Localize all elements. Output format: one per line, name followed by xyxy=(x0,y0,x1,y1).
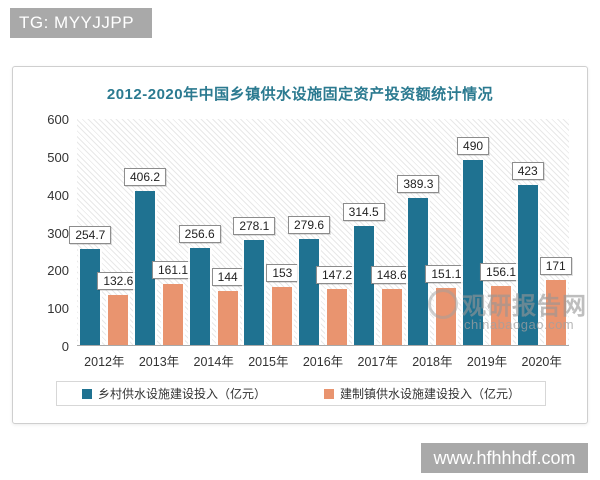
x-axis-label: 2013年 xyxy=(138,355,180,369)
bar: 389.3 xyxy=(397,174,440,345)
y-tick-label: 400 xyxy=(47,187,69,203)
bar-value-label: 314.5 xyxy=(342,203,385,222)
bar-group-2013年: 406.2 161.1 xyxy=(123,119,195,345)
y-tick-label: 100 xyxy=(47,301,69,317)
bar: 153 xyxy=(266,264,299,345)
chart-card: 2012-2020年中国乡镇供水设施固定资产投资额统计情况 0 100 200 300… xyxy=(12,66,588,424)
bar-value-label: 423 xyxy=(511,161,544,180)
bar-group-2017年: 314.5 148.6 xyxy=(342,119,413,345)
bar-value-label: 254.7 xyxy=(69,225,112,244)
legend-label: 建制镇供水设施建设投入（亿元） xyxy=(340,387,521,401)
bar: 490 xyxy=(457,136,490,345)
x-axis-label: 2017年 xyxy=(357,355,398,369)
bar: 314.5 xyxy=(342,203,385,345)
bar: 132.6 xyxy=(97,271,140,345)
bar: 147.2 xyxy=(316,266,359,345)
x-axis-labels: 2012年 2013年 2014年 2015年 2016年 2017年 2018年 2019年… xyxy=(77,351,569,370)
bar-value-label: 156.1 xyxy=(480,262,523,281)
bar: 256.6 xyxy=(178,224,221,345)
x-axis-label: 2019年 xyxy=(466,355,508,369)
bar-value-label: 153 xyxy=(266,264,299,283)
bar-value-label: 132.6 xyxy=(97,271,140,290)
bar: 151.1 xyxy=(425,264,468,345)
x-axis-label: 2018年 xyxy=(412,355,453,369)
chart-title: 2012-2020年中国乡镇供水设施固定资产投资额统计情况 xyxy=(106,86,494,103)
legend-swatch-icon xyxy=(324,388,334,399)
legend-item: 建制镇供水设施建设投入（亿元） xyxy=(324,385,520,402)
bar: 254.7 xyxy=(69,225,112,345)
chart-legend: 乡村供水设施建设投入（亿元） 建制镇供水设施建设投入（亿元） xyxy=(56,381,546,406)
y-tick-label: 300 xyxy=(47,225,69,241)
bar-group-2014年: 256.6 144 xyxy=(178,119,244,345)
bar-value-label: 490 xyxy=(457,136,490,155)
bar: 279.6 xyxy=(288,216,331,345)
y-tick-label: 500 xyxy=(47,149,69,165)
bar: 171 xyxy=(539,257,572,345)
bar-group-2016年: 279.6 147.2 xyxy=(288,119,359,345)
bar-value-label: 147.2 xyxy=(316,266,359,285)
plot-area: 254.7 132.6 406.2 161.1 256.6 144 278.1 153 279.… xyxy=(69,119,572,346)
bar: 423 xyxy=(511,161,544,345)
x-axis-label: 2020年 xyxy=(521,355,562,369)
bar-value-label: 161.1 xyxy=(151,261,195,280)
bar-group-2019年: 490 156.1 xyxy=(457,119,523,345)
legend-label: 乡村供水设施建设投入（亿元） xyxy=(97,387,266,401)
bar-value-label: 144 xyxy=(211,267,244,286)
x-axis-label: 2014年 xyxy=(193,355,234,369)
bar-value-label: 389.3 xyxy=(397,174,440,193)
bar: 156.1 xyxy=(480,262,523,345)
watermark-tag-badge: TG: MYYJJPP xyxy=(10,8,152,38)
bar-group-2012年: 254.7 132.6 xyxy=(69,119,140,345)
y-tick-label: 200 xyxy=(47,263,69,279)
legend-item: 乡村供水设施建设投入（亿元） xyxy=(81,385,266,402)
x-axis-label: 2016年 xyxy=(302,355,344,369)
x-axis-label: 2012年 xyxy=(84,355,125,369)
bar-value-label: 279.6 xyxy=(288,216,331,235)
bar-value-label: 148.6 xyxy=(370,265,413,284)
y-tick-label: 0 xyxy=(61,339,69,354)
bar: 148.6 xyxy=(370,265,413,345)
x-axis-label: 2015年 xyxy=(248,355,289,369)
legend-swatch-icon xyxy=(81,388,92,399)
bar: 278.1 xyxy=(233,216,276,345)
y-tick-label: 600 xyxy=(47,112,69,127)
bar-group-2015年: 278.1 153 xyxy=(233,119,299,345)
bar: 144 xyxy=(211,267,244,345)
bar-value-label: 171 xyxy=(539,257,572,276)
bar: 406.2 xyxy=(123,168,167,345)
bar-value-label: 406.2 xyxy=(123,168,167,187)
bar-group-2018年: 389.3 151.1 xyxy=(397,119,468,345)
watermark-url-badge: www.hfhhhdf.com xyxy=(421,443,588,473)
bar-value-label: 256.6 xyxy=(178,224,221,243)
bar-value-label: 151.1 xyxy=(425,264,468,283)
bar: 161.1 xyxy=(151,261,195,345)
bar-group-2020年: 423 171 xyxy=(511,119,572,345)
bar-value-label: 278.1 xyxy=(233,216,276,235)
